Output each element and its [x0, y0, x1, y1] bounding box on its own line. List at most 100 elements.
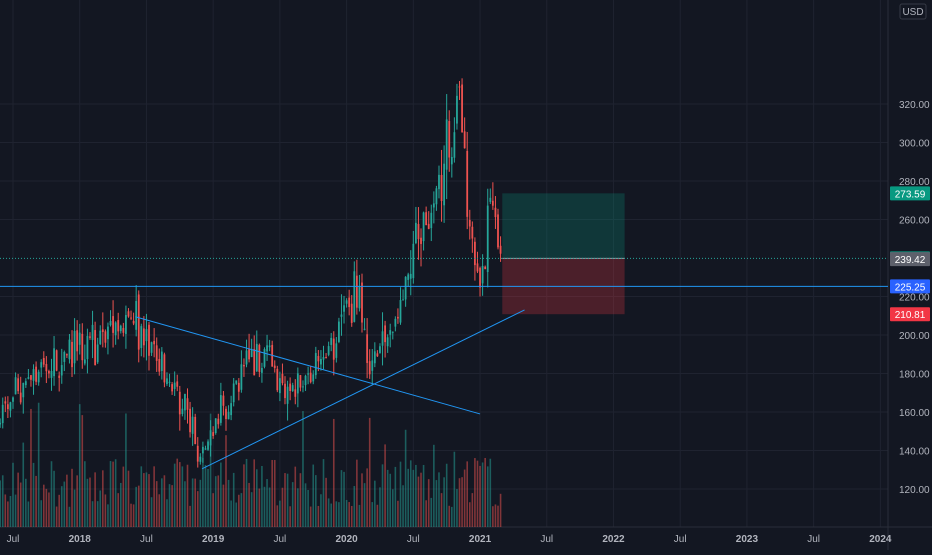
trendline[interactable]: [135, 316, 481, 415]
candle-body: [207, 441, 209, 450]
volume-bar: [130, 503, 132, 527]
volume-bar: [102, 470, 104, 527]
volume-bar: [119, 482, 122, 527]
candle-body: [494, 207, 497, 218]
volume-bar: [238, 494, 240, 527]
drawings[interactable]: [0, 257, 888, 470]
candle-body: [153, 340, 156, 345]
candle-body: [414, 222, 417, 244]
candle-body: [148, 324, 150, 356]
volume-bar: [186, 464, 189, 527]
candle-body: [268, 345, 271, 348]
volume-bar: [404, 429, 407, 527]
candle-body: [230, 403, 233, 416]
volume-bar: [163, 475, 166, 527]
candle-body: [12, 397, 14, 402]
volume-bar: [96, 501, 99, 527]
candle-body: [399, 300, 402, 323]
candle-body: [248, 348, 250, 360]
candle-body: [243, 365, 245, 367]
volume-bar: [338, 502, 340, 527]
price-tick-label: 300.00: [899, 139, 930, 150]
volume-bar: [71, 468, 73, 527]
candle-body: [63, 352, 66, 362]
volume-bar: [243, 464, 245, 527]
candle-body: [209, 430, 212, 446]
candle-body: [371, 360, 374, 371]
volume-bar: [456, 489, 458, 527]
volume-bar: [30, 408, 32, 527]
volume-bar: [168, 484, 171, 527]
candle-body: [299, 375, 302, 388]
volume-bar: [258, 488, 261, 527]
candle-body: [76, 330, 79, 352]
volume-bar: [389, 473, 392, 527]
volume-bar: [176, 458, 179, 527]
volume-bar: [1, 475, 4, 527]
candle-body: [19, 392, 22, 403]
volume-bar: [125, 413, 127, 527]
candle-body: [394, 318, 397, 327]
trendline[interactable]: [201, 309, 525, 470]
volume-bar: [340, 470, 343, 527]
volume-bar: [294, 466, 297, 527]
time-tick-label: Jul: [807, 534, 820, 545]
candle-body: [109, 320, 112, 326]
volume-bar: [317, 505, 320, 527]
long-position-tool[interactable]: [502, 193, 625, 315]
price-label-box: [890, 279, 930, 294]
candle-body: [307, 373, 310, 375]
candle-body: [456, 95, 458, 124]
candle-body: [484, 266, 487, 270]
candle-body: [184, 394, 186, 411]
volume-bar: [309, 506, 312, 527]
candle-body: [150, 342, 153, 353]
currency-badge-box[interactable]: [899, 3, 927, 20]
price-label-text: 239.42: [895, 255, 926, 266]
candle-body: [137, 294, 140, 350]
candle-body: [71, 341, 73, 368]
volume-bar: [217, 475, 220, 527]
candle-body: [32, 369, 35, 381]
candle-body: [14, 377, 17, 395]
volume-bar: [271, 459, 273, 527]
price-axis[interactable]: 120.00 140.00 160.00 180.00 200.00 220.00 260.…: [899, 100, 930, 496]
candle-body: [194, 416, 197, 444]
currency-badge[interactable]: USD: [899, 3, 927, 20]
time-axis[interactable]: Jul 2018 Jul 2019 Jul 2020 Jul 2021 Jul 2022 Jul 20…: [7, 534, 892, 545]
volume-bar: [497, 505, 499, 527]
volume-bar: [191, 478, 194, 527]
candle-body: [132, 320, 135, 324]
volume-bar: [371, 502, 374, 527]
volume-bar: [368, 417, 371, 527]
volume-bar: [7, 501, 9, 527]
position-profit-zone[interactable]: [502, 193, 625, 259]
volume-bar: [261, 465, 263, 527]
candle-body: [96, 344, 99, 363]
candle-body: [266, 345, 268, 352]
volume-bar: [255, 469, 258, 527]
candle-body: [30, 375, 32, 380]
candle-body: [1, 404, 4, 424]
candles: [0, 78, 502, 468]
candle-body: [199, 456, 202, 462]
volume-bar: [250, 492, 253, 527]
candle-body: [245, 350, 248, 365]
candle-body: [104, 331, 107, 343]
candle-body: [497, 214, 499, 248]
candle-body: [261, 367, 263, 373]
candle-body: [53, 348, 55, 377]
volume-bar: [202, 457, 204, 527]
volume-bar: [66, 474, 68, 527]
volume-bar: [0, 480, 1, 527]
candle-body: [58, 375, 61, 378]
candle-body: [345, 300, 348, 304]
candle-body: [107, 326, 109, 340]
candle-body: [178, 391, 181, 415]
candle-body: [450, 156, 453, 165]
candle-body: [214, 418, 217, 434]
volume-bar: [479, 465, 481, 527]
volume-bar: [320, 494, 322, 527]
